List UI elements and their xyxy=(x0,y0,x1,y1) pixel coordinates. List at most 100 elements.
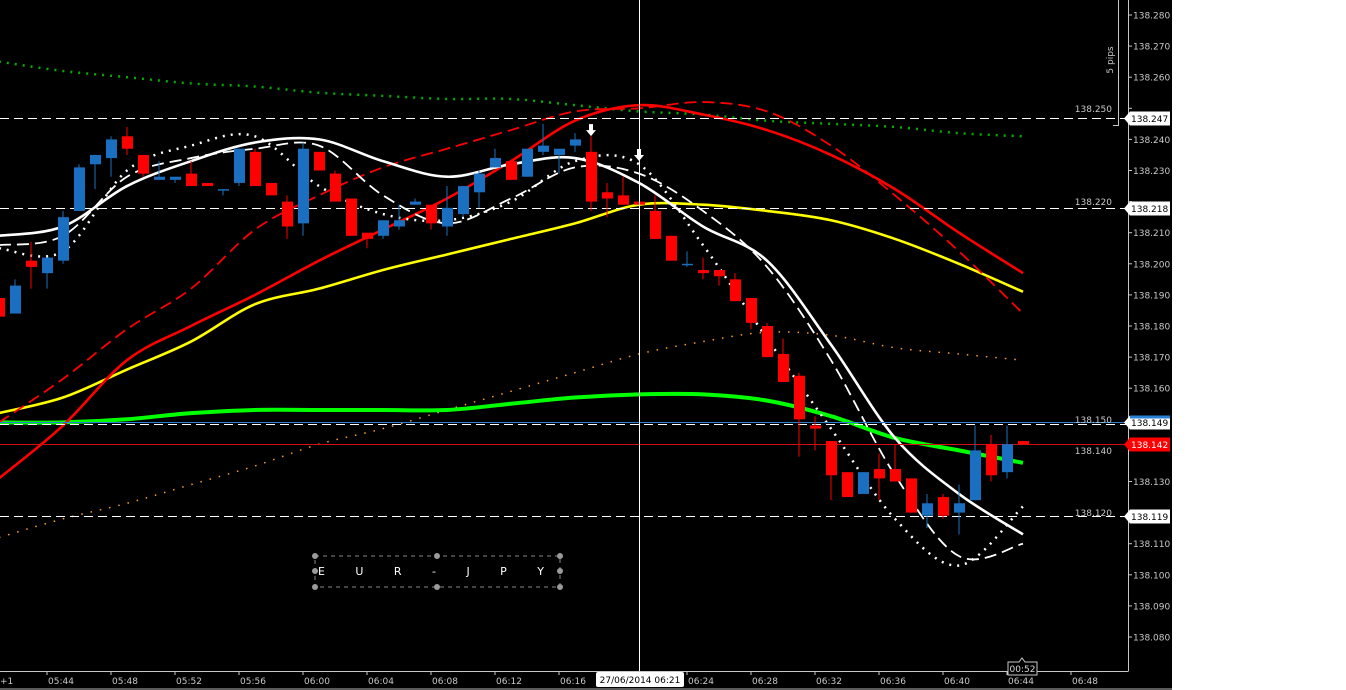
indicator-line xyxy=(0,331,1024,538)
y-tick-label: 138.150 xyxy=(1075,416,1112,426)
candle-body-down xyxy=(138,154,149,174)
countdown-label: 00:52 xyxy=(1010,665,1036,675)
indicator-line xyxy=(0,132,1024,567)
y-tick-label: 138.100 xyxy=(1133,571,1170,581)
candle-body-up xyxy=(378,220,389,236)
candle-body-down xyxy=(250,151,261,187)
price-tag-label: 138.142 xyxy=(1131,441,1168,451)
candle-body-down xyxy=(314,151,325,171)
bottom-scrollbar-strip[interactable] xyxy=(0,688,1172,690)
candle-body-down xyxy=(826,441,837,476)
x-tick-label: 06:48 xyxy=(1072,677,1098,687)
candle-body-up xyxy=(170,176,181,180)
candle-body-down xyxy=(330,173,341,202)
candle-body-down xyxy=(26,260,37,267)
x-tick-label: 06:12 xyxy=(496,677,522,687)
candle-body-up xyxy=(298,148,309,224)
candle-body-up xyxy=(10,285,21,314)
candle-body-up xyxy=(154,176,165,180)
x-tick-label: 05:44 xyxy=(48,677,74,687)
price-tag-label: 138.119 xyxy=(1131,513,1168,523)
price-tag xyxy=(1124,415,1170,430)
candle-body-up xyxy=(442,207,453,227)
candle-body-down xyxy=(810,425,821,429)
candle-body-up xyxy=(106,139,117,159)
x-first-label: +1 xyxy=(0,677,13,687)
chart-background xyxy=(0,0,1172,688)
candle-body-up xyxy=(522,148,533,177)
y-tick-label: 138.180 xyxy=(1133,323,1170,333)
y-tick-label: 138.130 xyxy=(1133,478,1170,488)
candle-body-up xyxy=(858,472,869,494)
candle-body-up xyxy=(970,450,981,501)
x-tick-label: 06:16 xyxy=(560,677,586,687)
price-axis-ticks: 138.280138.270138.260138.250138.240138.2… xyxy=(1075,12,1171,644)
candle-body-up xyxy=(410,201,421,205)
x-tick-label: 06:04 xyxy=(368,677,394,687)
candle-body-down xyxy=(890,469,901,482)
candle-body-down xyxy=(1018,441,1029,445)
candle-body-up xyxy=(554,148,565,155)
x-tick-label: 06:36 xyxy=(880,677,906,687)
price-tag xyxy=(1124,201,1170,216)
candle-body-down xyxy=(938,497,949,516)
x-tick-label: 05:52 xyxy=(176,677,202,687)
time-axis-ticks: +1 05:44 05:48 05:52 05:56 06:00 06:04 06:08 06:… xyxy=(0,671,1098,687)
candle-body-down xyxy=(730,279,741,302)
y-tick-label: 138.230 xyxy=(1133,167,1170,177)
candle-body-down xyxy=(266,182,277,196)
bar-countdown-tag: 00:52 xyxy=(1007,657,1038,676)
candle-body-down xyxy=(602,192,613,199)
x-tick-label: 05:48 xyxy=(112,677,138,687)
candle-body-down xyxy=(842,472,853,498)
y-tick-label: 138.080 xyxy=(1133,634,1170,644)
y-tick-label: 138.240 xyxy=(1133,136,1170,146)
candle-body-down xyxy=(282,201,293,227)
range-marker-label: 5 pips xyxy=(1106,46,1116,74)
candle-body-down xyxy=(346,198,357,236)
crosshair-time-label: 27/06/2014 06:21 xyxy=(600,676,681,686)
y-tick-label: 138.190 xyxy=(1133,291,1170,301)
price-tag xyxy=(1124,437,1170,452)
price-tag-label: 138.218 xyxy=(1131,205,1168,215)
price-tag xyxy=(1124,509,1170,524)
candle-body-up xyxy=(682,263,693,266)
y-tick-label: 138.170 xyxy=(1133,354,1170,364)
candle-body-up xyxy=(42,257,53,274)
candle-body-down xyxy=(586,151,597,202)
indicator-lines xyxy=(0,60,1024,567)
candle-body-up xyxy=(570,139,581,146)
candle-body-down xyxy=(714,270,725,277)
candle-body-up xyxy=(1002,444,1013,473)
x-tick-label: 05:56 xyxy=(240,677,266,687)
y-tick-label: 138.090 xyxy=(1133,602,1170,612)
candle-body-down xyxy=(762,326,773,358)
x-tick-label: 06:32 xyxy=(816,677,842,687)
candle-body-down xyxy=(666,235,677,261)
x-tick-label: 06:24 xyxy=(688,677,714,687)
candle-body-down xyxy=(794,375,805,420)
candle-body-down xyxy=(698,270,709,274)
candle-body-down xyxy=(186,173,197,187)
candle-body-down xyxy=(202,182,213,187)
y-tick-label: 138.140 xyxy=(1075,447,1112,457)
y-tick-label: 138.200 xyxy=(1133,260,1170,270)
indicator-line xyxy=(0,136,1024,536)
candle-body-up xyxy=(474,173,485,193)
y-tick-label: 138.210 xyxy=(1133,229,1170,239)
y-tick-label: 138.260 xyxy=(1133,74,1170,84)
candle-body-up xyxy=(490,158,501,168)
y-tick-label: 138.220 xyxy=(1075,198,1112,208)
x-tick-label: 06:28 xyxy=(752,677,778,687)
candle-body-up xyxy=(922,503,933,516)
candle-body-up xyxy=(458,186,469,215)
candle-body-up xyxy=(218,189,229,191)
candle-body-up xyxy=(90,154,101,165)
candle-body-down xyxy=(122,136,133,149)
candle-body-up xyxy=(74,167,85,211)
candle-body-down xyxy=(986,444,997,476)
price-tag-label: 138.247 xyxy=(1131,115,1168,125)
candle-body-up xyxy=(58,217,69,261)
y-tick-label: 138.270 xyxy=(1133,43,1170,53)
